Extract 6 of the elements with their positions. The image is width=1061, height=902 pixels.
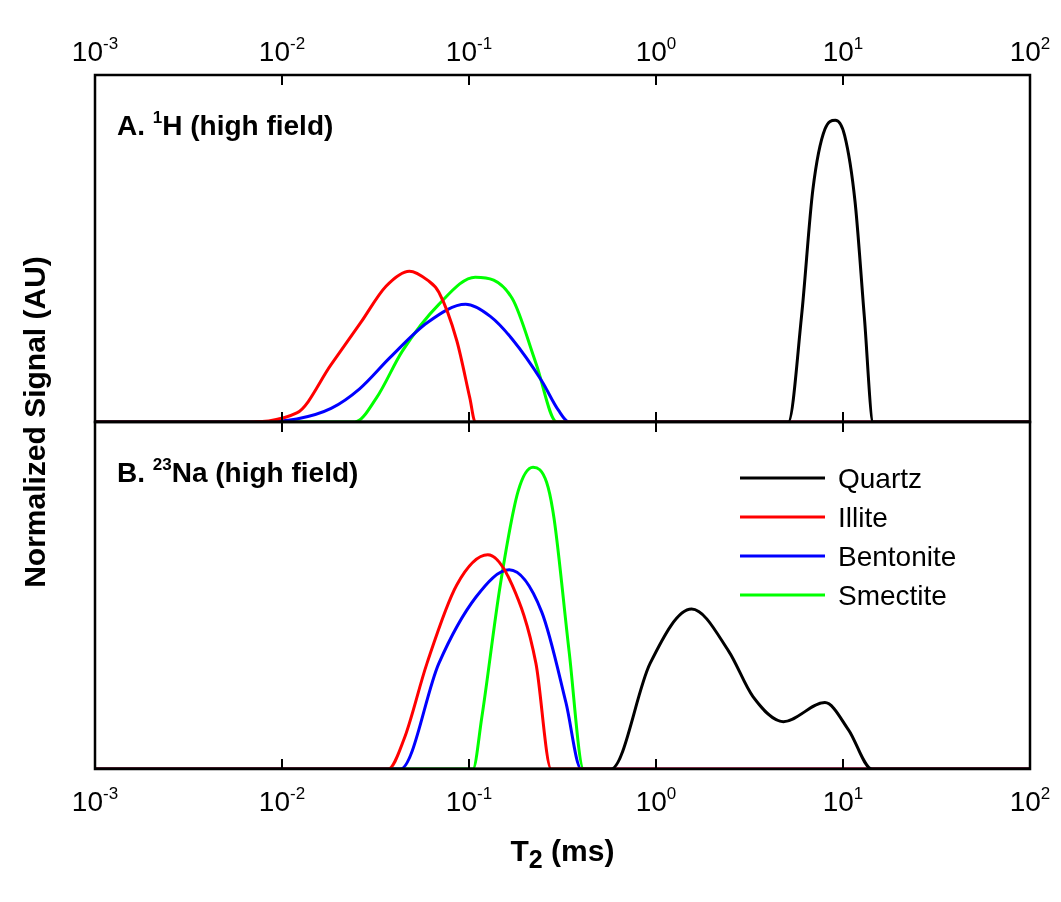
y-axis-title: Normalized Signal (AU) xyxy=(18,256,52,588)
x-axis-title: T$_{2}$ (ms) xyxy=(510,834,615,874)
legend-label: Bentonite xyxy=(838,541,957,572)
legend-label: Illite xyxy=(838,502,888,533)
legend-label: Quartz xyxy=(838,463,923,494)
legend-label: Smectite xyxy=(838,580,947,611)
